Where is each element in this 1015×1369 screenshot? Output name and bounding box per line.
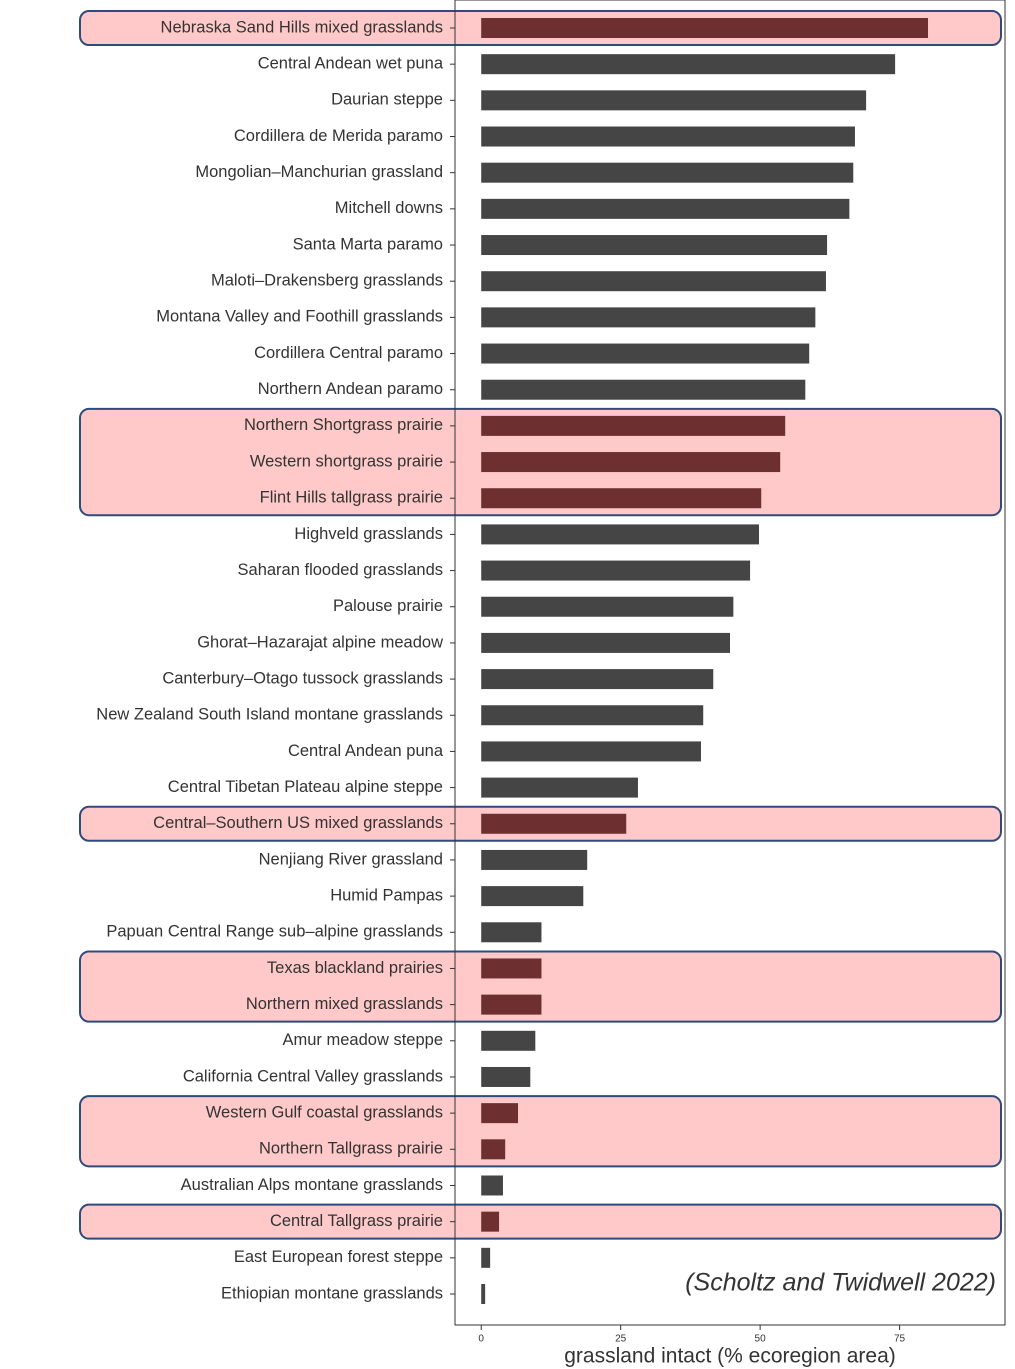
y-tick-label: Flint Hills tallgrass prairie [260, 489, 443, 507]
bar [481, 126, 855, 147]
y-tick-label: California Central Valley grasslands [183, 1067, 443, 1085]
y-tick-label: Central Tallgrass prairie [270, 1212, 443, 1230]
bar [481, 994, 542, 1015]
bar [481, 54, 896, 75]
y-tick-label: Montana Valley and Foothill grasslands [156, 308, 443, 326]
x-axis-label: grassland intact (% ecoregion area) [564, 1345, 896, 1368]
bar [481, 886, 584, 907]
y-tick-label: Santa Marta paramo [293, 235, 443, 253]
bar [481, 596, 734, 617]
y-tick-label: Central Andean puna [288, 742, 444, 760]
highlight-box [79, 950, 1002, 1023]
y-tick-label: Highveld grasslands [294, 525, 443, 543]
bar [481, 560, 751, 581]
y-tick-label: Cordillera Central paramo [254, 344, 443, 362]
y-tick-label: Saharan flooded grasslands [238, 561, 443, 579]
x-tick-label: 50 [755, 1334, 767, 1345]
y-tick-label: New Zealand South Island montane grassla… [96, 706, 443, 724]
bar [481, 524, 760, 545]
y-tick-label: Northern mixed grasslands [246, 995, 443, 1013]
y-tick-label: Daurian steppe [331, 91, 443, 109]
y-tick-label: Western shortgrass prairie [250, 452, 443, 470]
bar [481, 1103, 519, 1124]
bar [481, 379, 806, 400]
y-tick-label: Nenjiang River grassland [259, 850, 443, 868]
bar [481, 235, 828, 256]
bar [481, 705, 704, 726]
y-tick-label: Canterbury–Otago tussock grasslands [162, 669, 443, 687]
y-tick-label: Northern Andean paramo [258, 380, 443, 398]
bar [481, 777, 638, 798]
bar [481, 958, 542, 979]
y-tick-label: Ethiopian montane grasslands [221, 1284, 443, 1302]
y-tick-label: Amur meadow steppe [283, 1031, 444, 1049]
x-tick-label: 0 [478, 1334, 484, 1345]
bar [481, 198, 850, 219]
bar [481, 1066, 531, 1087]
bar [481, 1175, 503, 1196]
bar [481, 1211, 500, 1232]
y-tick-label: Western Gulf coastal grasslands [206, 1104, 443, 1122]
y-tick-label: Mongolian–Manchurian grassland [195, 163, 443, 181]
y-tick-label: Nebraska Sand Hills mixed grasslands [161, 18, 443, 36]
bar [481, 1030, 536, 1051]
y-tick-label: Texas blackland prairies [267, 959, 443, 977]
x-tick-label: 25 [615, 1334, 627, 1345]
x-tick-label: 75 [894, 1334, 906, 1345]
bar [481, 849, 588, 870]
y-tick-label: Northern Tallgrass prairie [259, 1140, 443, 1158]
bar [481, 1247, 491, 1268]
bar [481, 1139, 506, 1160]
bar [481, 488, 762, 509]
bar [481, 1284, 486, 1304]
annotation: (Scholtz and Twidwell 2022) [685, 1269, 996, 1297]
y-tick-label: Central Andean wet puna [258, 55, 444, 73]
y-tick-label: Cordillera de Merida paramo [234, 127, 443, 145]
highlight-box [79, 1095, 1002, 1168]
bar [481, 307, 816, 328]
bar [481, 632, 730, 653]
bar [481, 415, 786, 436]
y-tick-label: Ghorat–Hazarajat alpine meadow [197, 633, 443, 651]
y-tick-label: Central–Southern US mixed grasslands [153, 814, 443, 832]
bar [481, 922, 542, 943]
y-tick-label: Palouse prairie [333, 597, 443, 615]
bar [481, 343, 810, 364]
y-tick-label: East European forest steppe [234, 1248, 443, 1266]
bar [481, 271, 826, 292]
bar [481, 669, 714, 690]
y-tick-label: Central Tibetan Plateau alpine steppe [168, 778, 443, 796]
bar [481, 90, 867, 111]
bar [481, 452, 781, 473]
plot-frame [454, 0, 1006, 1326]
y-tick-label: Maloti–Drakensberg grasslands [211, 272, 443, 290]
y-tick-label: Mitchell downs [335, 199, 443, 217]
bar [481, 741, 701, 762]
y-tick-label: Northern Shortgrass prairie [244, 416, 443, 434]
highlight-box [79, 1203, 1002, 1240]
bar [481, 18, 929, 38]
y-tick-label: Papuan Central Range sub–alpine grasslan… [106, 923, 443, 941]
y-tick-label: Humid Pampas [330, 886, 443, 904]
bar [481, 162, 854, 183]
y-tick-label: Australian Alps montane grasslands [181, 1176, 443, 1194]
bar [481, 813, 627, 834]
